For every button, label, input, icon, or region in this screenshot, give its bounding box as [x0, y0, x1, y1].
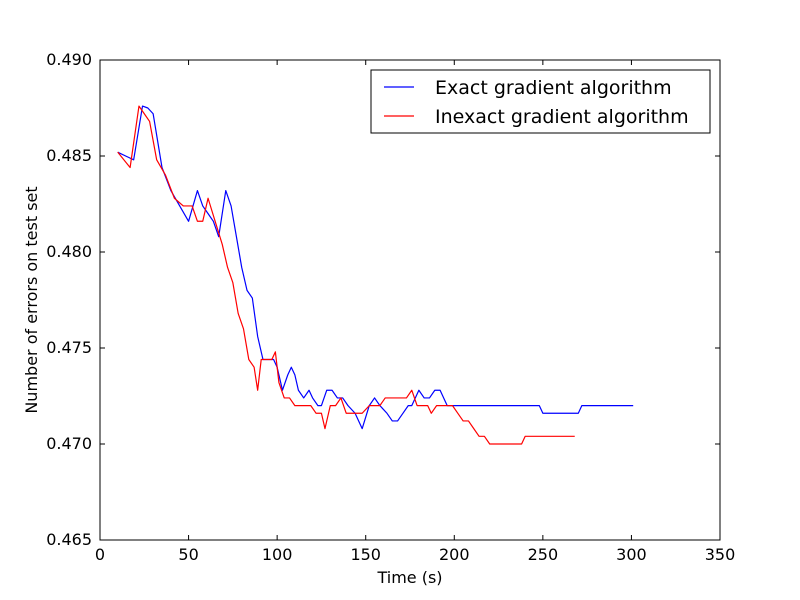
- axes-frame: [99, 59, 721, 541]
- legend-box: [370, 69, 711, 134]
- x-tick-label: 350: [705, 545, 736, 564]
- x-tick-label: 250: [528, 545, 559, 564]
- y-tick-label: 0.480: [46, 242, 92, 261]
- x-axis-label: Time (s): [376, 568, 442, 587]
- y-axis-label: Number of errors on test set: [22, 186, 41, 413]
- x-tick-label: 0: [95, 545, 105, 564]
- series-line-inexact: [117, 105, 575, 445]
- y-tick-label: 0.465: [46, 530, 92, 549]
- x-tick-label: 50: [178, 545, 198, 564]
- x-tick-label: 300: [616, 545, 647, 564]
- y-tick-label: 0.475: [46, 338, 92, 357]
- y-tick-label: 0.485: [46, 146, 92, 165]
- y-tick-label: 0.470: [46, 434, 92, 453]
- x-tick-label: 200: [439, 545, 470, 564]
- series-line-exact: [117, 105, 634, 430]
- y-tick-label: 0.490: [46, 50, 92, 69]
- legend-label-inexact: Inexact gradient algorithm: [435, 106, 689, 128]
- x-tick-label: 100: [262, 545, 293, 564]
- ticks-layer: 0 50 100 150 200 250 300 350 0.465 0.470 0.475 0.48…: [46, 50, 735, 564]
- legend: Exact gradient algorithm Inexact gradien…: [370, 69, 711, 134]
- x-tick-label: 150: [350, 545, 381, 564]
- legend-label-exact: Exact gradient algorithm: [435, 77, 672, 99]
- series-layer: [117, 105, 634, 445]
